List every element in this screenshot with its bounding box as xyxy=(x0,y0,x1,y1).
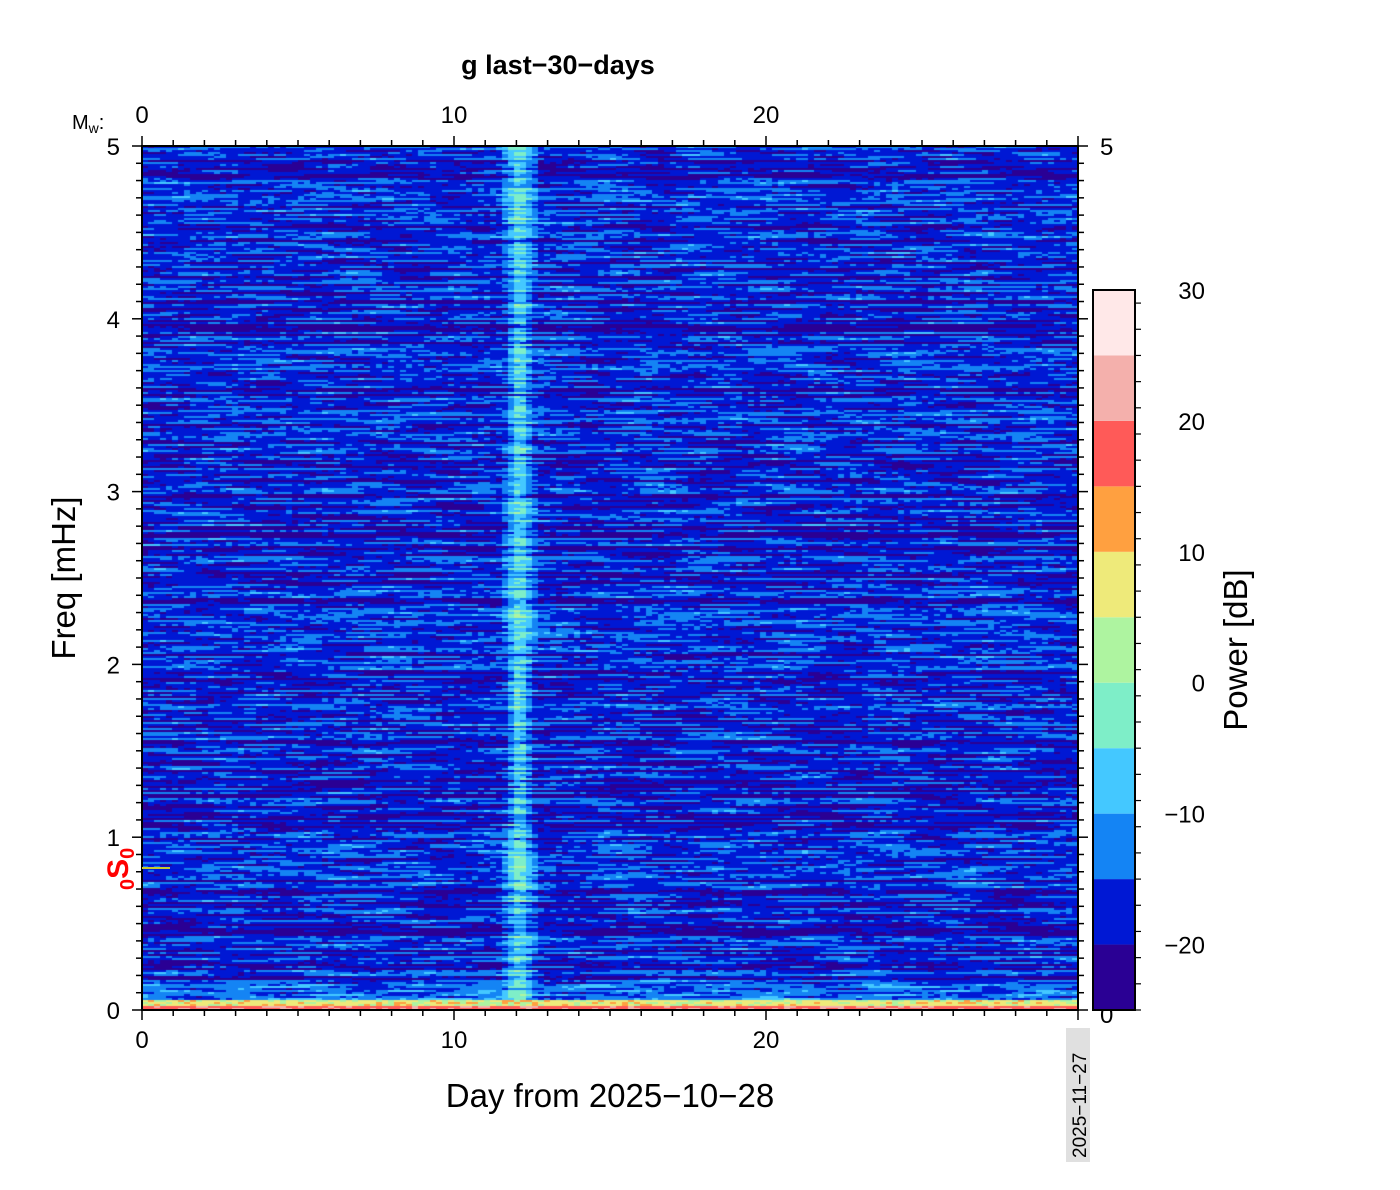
colorbar-label: Power [dB] xyxy=(1217,569,1254,730)
colorbar-tick-label: 0 xyxy=(1192,671,1205,698)
y-tick-label: 1 xyxy=(107,825,120,852)
colorbar: 30 20 10 0 −10 −20 xyxy=(1092,278,1205,1011)
colorbar-segment xyxy=(1093,551,1135,618)
colorbar-segment xyxy=(1093,355,1135,421)
colorbar-frame xyxy=(1092,289,1136,1011)
colorbar-tick-label: 20 xyxy=(1178,409,1205,436)
y-tick-label: 2 xyxy=(107,652,120,679)
colorbar-segment xyxy=(1093,290,1135,356)
x-tick-label: 10 xyxy=(441,1027,468,1054)
colorbar-segment xyxy=(1093,617,1135,683)
top-x-tick-label: 0 xyxy=(135,102,148,129)
colorbar-segment xyxy=(1093,420,1135,487)
y-tick-label: 5 xyxy=(107,134,120,161)
chart-title: g last−30−days xyxy=(461,50,655,80)
colorbar-segment xyxy=(1093,813,1135,880)
plot-frame xyxy=(141,145,1079,1011)
colorbar-tick-label: 30 xyxy=(1178,278,1205,305)
y-axis-label: Freq [mHz] xyxy=(45,496,82,659)
x-axis-label: Day from 2025−10−28 xyxy=(446,1077,774,1114)
x-tick-label: 0 xyxy=(135,1027,148,1054)
colorbar-tick-label: 10 xyxy=(1178,540,1205,567)
top-x-tick-label: 20 xyxy=(753,102,780,129)
colorbar-segment xyxy=(1093,879,1135,945)
y-tick-label: 3 xyxy=(107,480,120,507)
x-tick-label: 20 xyxy=(753,1027,780,1054)
colorbar-segment xyxy=(1093,944,1135,1010)
end-date-background xyxy=(1066,1028,1090,1162)
spectrogram-heatmap xyxy=(142,146,1078,1010)
y-tick-label: 0 xyxy=(107,998,120,1025)
top-x-tick-label: 10 xyxy=(441,102,468,129)
y-tick-label: 4 xyxy=(107,307,120,334)
colorbar-tick-label: −10 xyxy=(1164,802,1205,829)
end-date-label: 2025−11−27 xyxy=(1070,1053,1091,1158)
top-axis-label: Mw: xyxy=(72,112,104,136)
right-y-tick-label: 5 xyxy=(1100,134,1113,161)
colorbar-tick-label: −20 xyxy=(1164,933,1205,960)
colorbar-segment xyxy=(1093,486,1135,552)
colorbar-segment xyxy=(1093,682,1135,749)
mode-marker-label: 0S0 xyxy=(102,848,139,890)
colorbar-segment xyxy=(1093,748,1135,814)
